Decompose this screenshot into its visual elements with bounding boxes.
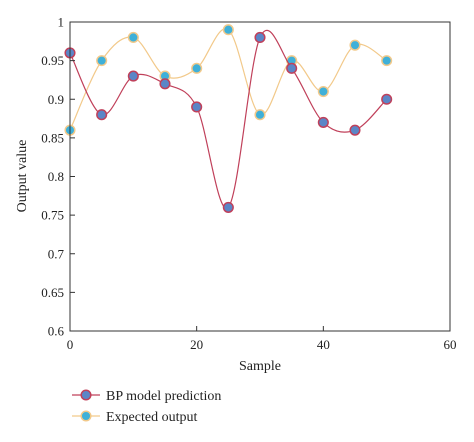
x-tick-label: 0 — [67, 337, 74, 352]
data-point — [222, 24, 234, 36]
legend-marker — [80, 389, 92, 401]
data-point — [191, 101, 203, 113]
legend: BP model prediction Expected output — [72, 389, 221, 425]
y-tick-label: 0.75 — [41, 208, 64, 223]
ticks-layer: 0 20 40 60 0.6 0.65 0.7 0.75 0.8 0.85 0.9 0.95 1 — [41, 15, 456, 353]
series-bp-model-prediction — [64, 29, 393, 213]
data-point — [349, 39, 361, 51]
data-point — [317, 116, 329, 128]
y-tick-label: 0.6 — [48, 324, 65, 339]
legend-label: BP model prediction — [106, 389, 221, 404]
data-point — [191, 62, 203, 74]
y-tick-label: 1 — [58, 15, 65, 30]
data-point — [317, 85, 329, 98]
legend-label: Expected output — [106, 410, 197, 425]
data-point — [222, 201, 234, 213]
y-tick-label: 0.8 — [48, 169, 64, 184]
data-point — [127, 70, 139, 82]
data-point — [254, 31, 266, 44]
y-axis-title: Output value — [15, 140, 30, 213]
x-tick-label: 40 — [317, 337, 330, 352]
data-point — [349, 124, 361, 136]
y-tick-label: 0.95 — [41, 53, 64, 68]
data-point — [127, 31, 139, 44]
plot-frame — [69, 21, 451, 332]
y-tick-label: 0.85 — [41, 130, 64, 145]
x-axis-title: Sample — [239, 359, 281, 374]
series-layer — [64, 24, 393, 213]
data-point — [381, 55, 393, 67]
data-point — [286, 62, 298, 74]
series-line — [69, 29, 388, 209]
x-tick-label: 60 — [444, 337, 457, 352]
data-point — [96, 55, 108, 67]
data-point — [254, 109, 266, 121]
legend-marker — [80, 410, 92, 422]
y-tick-label: 0.7 — [48, 246, 65, 261]
data-point — [159, 78, 171, 90]
y-tick-label: 0.9 — [48, 92, 64, 107]
x-tick-label: 20 — [190, 337, 203, 352]
data-point — [96, 109, 108, 121]
series-expected-output — [64, 24, 393, 136]
data-point — [381, 93, 393, 105]
series-line — [69, 28, 387, 131]
y-tick-label: 0.65 — [41, 285, 64, 300]
